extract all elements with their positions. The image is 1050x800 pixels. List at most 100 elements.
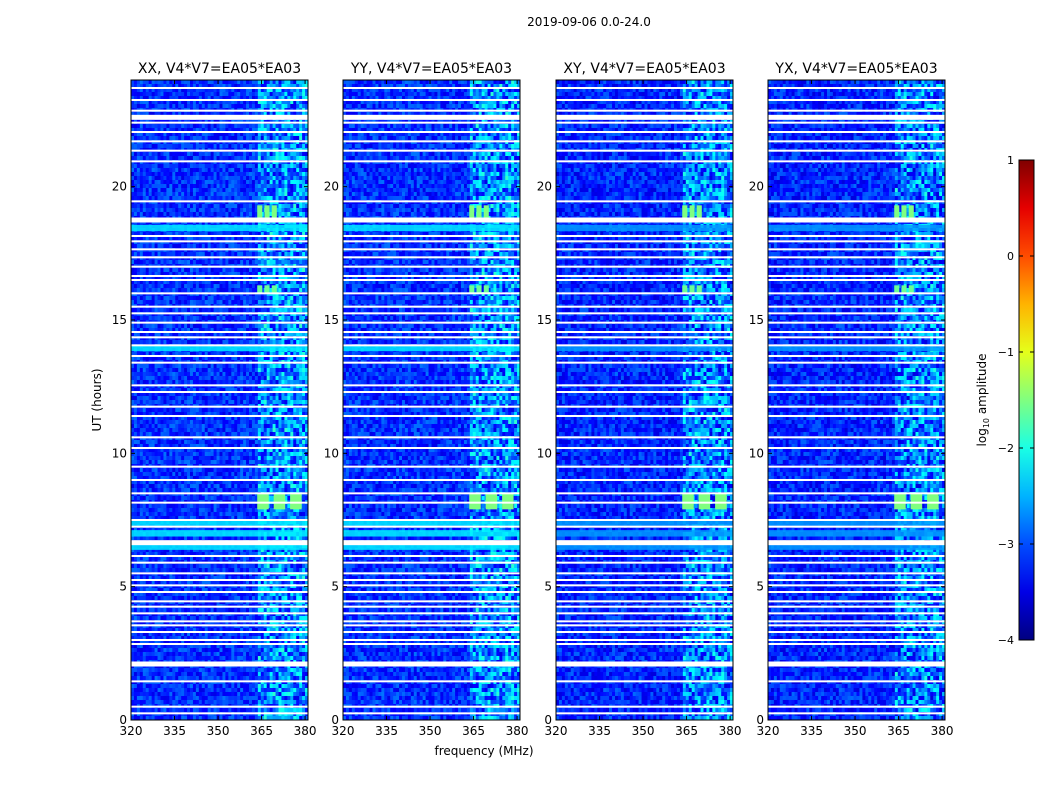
flagged-row [556,384,733,387]
rfi-burst [469,285,475,294]
y-tick-label: 10 [537,446,552,460]
rfi-burst [273,493,286,510]
flagged-row [556,265,733,268]
flagged-row [343,591,520,593]
bright-band [556,344,733,352]
flagged-row [556,275,733,277]
flagged-row [556,612,733,615]
y-tick-label: 15 [749,313,764,327]
flagged-row [343,235,520,237]
flagged-row [556,680,733,683]
rfi-burst [689,285,695,294]
flagged-row [131,256,308,259]
flagged-row [556,436,733,439]
flagged-row [343,605,520,608]
y-tick-label: 10 [324,446,339,460]
flagged-row [343,292,520,295]
colorbar-tick-label: 1 [1007,154,1014,167]
flagged-row [768,572,945,575]
x-tick-label: 350 [207,724,230,738]
flagged-row [768,584,945,587]
flagged-row [768,361,945,364]
flagged-row [768,631,945,633]
colorbar-tick-label: −1 [998,346,1014,359]
flagged-row [343,405,520,408]
rfi-burst [257,493,269,510]
flagged-row [768,265,945,268]
flagged-row [343,579,520,581]
flagged-row [343,121,520,124]
flagged-row [343,561,520,564]
y-tick-label: 20 [749,180,764,194]
x-tick-label: 350 [632,724,655,738]
flagged-row [131,631,308,633]
flagged-row [768,519,945,521]
flagged-row [768,256,945,259]
flagged-row [556,248,733,251]
flagged-row [343,344,520,347]
y-axis-label: UT (hours) [90,368,104,431]
panel-xy: XY, V4*V7=EA05*EA03 320 335 350 365 380 0 5 10 15… [537,61,742,738]
flagged-row [556,355,733,357]
flagged-row [343,217,520,223]
rfi-burst [476,285,482,294]
rfi-burst [483,205,489,219]
flagged-row [556,591,733,593]
rfi-burst [257,285,263,294]
flagged-row [768,114,945,120]
flagged-row [131,479,308,481]
y-tick-label: 0 [119,713,127,727]
x-tick-label: 365 [462,724,485,738]
flagged-row [131,361,308,364]
flagged-row [556,465,733,468]
flagged-row [556,256,733,259]
bright-band [343,224,520,232]
rfi-burst [682,205,688,219]
y-tick-label: 15 [324,313,339,327]
flagged-row [556,479,733,481]
flagged-row [343,525,520,528]
colorbar-tick-label: −4 [998,634,1014,647]
flagged-row [556,501,733,504]
flagged-row [556,555,733,557]
flagged-row [131,643,308,645]
flagged-row [343,415,520,417]
flagged-row [556,447,733,449]
flagged-row [343,620,520,623]
flagged-row [768,643,945,645]
flagged-row [768,579,945,581]
flagged-row [131,572,308,575]
bright-band [768,344,945,352]
flagged-row [131,447,308,449]
rfi-burst [502,493,514,510]
rfi-burst [483,285,489,294]
flagged-row [343,631,520,633]
rfi-burst [894,493,906,510]
flagged-row [131,620,308,623]
x-axis-label: frequency (MHz) [434,744,533,758]
flagged-row [343,361,520,364]
colorbar-tick-label: 0 [1007,250,1014,263]
y-tick-label: 10 [112,446,127,460]
flagged-row [768,540,945,546]
colorbar-gradient [1018,159,1035,641]
flagged-row [131,680,308,683]
flagged-row [768,436,945,439]
flagged-row [768,321,945,324]
flagged-row [343,501,520,504]
flagged-row [131,331,308,333]
x-tick-label: 335 [375,724,398,738]
flagged-row [131,605,308,608]
flagged-row [556,361,733,364]
flagged-row [768,447,945,449]
panel-title: XX, V4*V7=EA05*EA03 [138,61,301,77]
flagged-row [343,275,520,277]
bright-band [131,519,308,526]
flagged-row [768,705,945,708]
flagged-row [768,275,945,277]
panel-title: YY, V4*V7=EA05*EA03 [350,61,512,77]
heatmap-image [131,80,308,720]
flagged-row [768,149,945,152]
flagged-row [768,305,945,308]
flagged-row [131,465,308,468]
